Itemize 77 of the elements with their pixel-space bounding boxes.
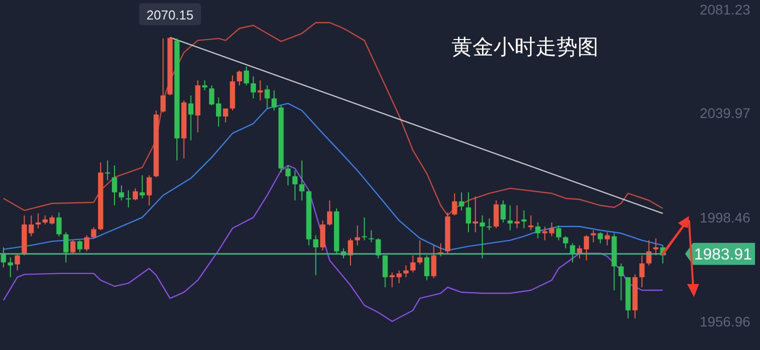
candlestick <box>604 232 610 246</box>
candlestick <box>590 230 596 243</box>
y-tick-label: 1998.46 <box>700 209 751 226</box>
candlestick <box>188 94 194 141</box>
candlestick <box>514 204 520 229</box>
candlestick <box>160 38 166 113</box>
candlestick <box>327 200 332 226</box>
candlestick <box>70 240 76 254</box>
candlestick <box>584 234 590 261</box>
candlestick <box>36 212 41 229</box>
candlestick <box>56 212 62 237</box>
annotation: 2070.15 <box>146 7 194 22</box>
candlestick <box>618 262 624 301</box>
candlestick <box>250 76 256 99</box>
candlestick <box>376 238 381 259</box>
candlestick <box>285 164 291 186</box>
candlestick <box>452 192 458 216</box>
y-tick-label: 2039.97 <box>700 105 751 122</box>
candlestick <box>14 254 20 271</box>
candlestick <box>563 236 568 249</box>
candlestick <box>480 214 485 259</box>
candlestick <box>84 234 90 252</box>
ref-line-label: 1983.91 <box>694 246 752 264</box>
candlestick <box>236 70 242 86</box>
candlestick <box>354 224 360 246</box>
candlestick <box>486 218 492 231</box>
candlestick <box>272 90 277 111</box>
candlestick <box>118 184 124 201</box>
candlestick <box>258 80 263 101</box>
candlestick <box>244 66 249 86</box>
candlestick <box>42 214 48 225</box>
candlestick <box>320 220 326 251</box>
candlestick <box>104 160 110 181</box>
candlestick <box>382 254 388 288</box>
candlestick <box>639 254 645 288</box>
candlestick <box>292 170 298 201</box>
candlestick <box>126 190 131 208</box>
candlestick <box>91 226 96 239</box>
candlestick <box>8 256 14 278</box>
candlestick <box>313 234 318 276</box>
candlestick <box>598 232 603 244</box>
candlestick <box>535 222 540 239</box>
candlestick <box>77 240 82 253</box>
candlestick <box>132 188 138 201</box>
candlestick <box>264 84 270 109</box>
candlestick <box>49 214 55 225</box>
candlestick <box>112 164 118 206</box>
candlestick <box>417 240 422 265</box>
candlestick <box>521 210 527 229</box>
candlestick <box>556 224 562 241</box>
candlestick <box>202 80 208 91</box>
candlestick <box>403 264 409 278</box>
candlestick <box>362 216 367 241</box>
candlestick <box>63 232 69 263</box>
candlestick <box>431 244 436 279</box>
y-tick-label: 1956.96 <box>700 314 751 330</box>
candlestick <box>222 108 228 124</box>
candlestick <box>146 174 152 206</box>
line-series <box>2 164 664 322</box>
candlestick <box>458 192 464 211</box>
y-tick-label: 2081.23 <box>700 1 751 18</box>
candlestick <box>424 254 430 281</box>
candlestick <box>570 242 576 263</box>
candlestick <box>653 238 658 256</box>
candlestick <box>472 196 478 233</box>
text: 黄金小时走势图 <box>452 35 598 59</box>
candlestick <box>390 272 395 288</box>
candlestick <box>368 230 374 243</box>
candlestick <box>299 160 304 201</box>
candlestick <box>500 200 506 223</box>
candlestick <box>396 270 402 284</box>
candlestick <box>466 192 472 233</box>
candlestick <box>140 174 145 199</box>
candlestick <box>410 254 416 273</box>
line-series <box>2 22 664 216</box>
candlestick <box>494 200 499 229</box>
candlestick <box>507 204 513 231</box>
